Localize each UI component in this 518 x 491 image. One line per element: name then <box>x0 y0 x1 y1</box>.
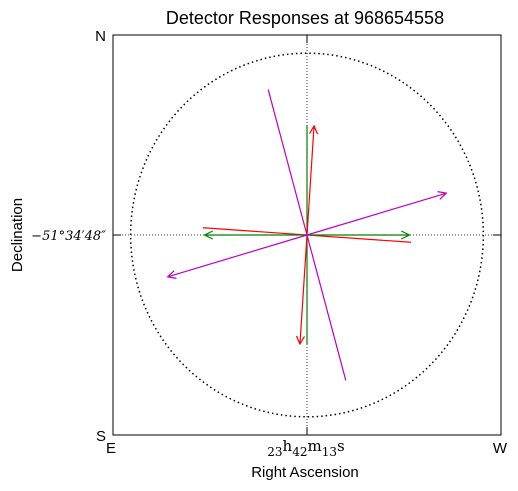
x-tick-hours-value: 23 <box>267 445 282 459</box>
y-axis-label: Declination <box>9 198 26 272</box>
x-tick-label: 23h42m13s <box>267 437 344 459</box>
y-tick-label: −51°34′48″ <box>31 229 106 244</box>
x-tick-minutes-unit: m <box>308 437 322 455</box>
north-label: N <box>95 28 106 45</box>
west-label: W <box>493 440 508 457</box>
red-arrow-1 <box>300 234 308 344</box>
south-label: S <box>96 428 106 445</box>
chart-title: Detector Responses at 968654558 <box>166 8 444 28</box>
x-tick-seconds-unit: s <box>337 437 345 455</box>
red-arrow-0 <box>306 126 314 236</box>
magenta-arrow-4 <box>306 193 446 236</box>
detector-circle <box>129 52 485 418</box>
east-label: E <box>106 440 116 457</box>
x-axis-label: Right Ascension <box>251 464 359 481</box>
x-tick-hours-unit: h <box>283 437 293 455</box>
x-tick-minutes-value: 42 <box>292 445 307 459</box>
x-tick-seconds-value: 13 <box>322 445 337 459</box>
magenta-arrow-5 <box>168 234 308 277</box>
vector-layer <box>168 89 447 381</box>
